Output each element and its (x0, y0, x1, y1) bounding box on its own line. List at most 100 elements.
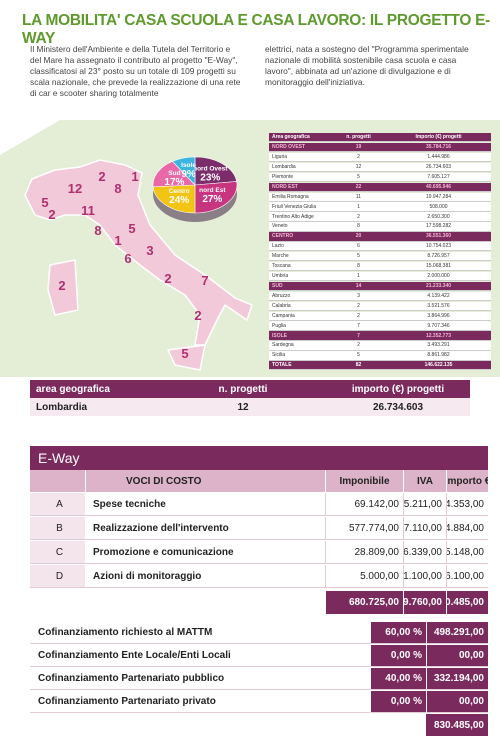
table-cell: 8 (331, 222, 383, 232)
table-cell: Sicilia (269, 351, 331, 361)
table-cell: Trentino Alto Adige (269, 212, 331, 222)
table-cell: 8 (331, 261, 383, 272)
table-cell: 10.754.023 (383, 242, 491, 252)
table-cell: Puglia (269, 321, 331, 331)
table-cell: 704.884,00 (446, 517, 488, 540)
table-cell: 332.194,00 (426, 668, 488, 690)
table-header-cell: 14 (331, 281, 383, 292)
map-label: 8 (114, 181, 121, 196)
table-cell: 2 (331, 212, 383, 222)
table-cell: 3.521.576 (383, 301, 491, 311)
table-cell: Cofinanziamento richiesto al MATTM (30, 622, 370, 644)
table-header-cell: 12.352.773 (383, 331, 491, 341)
table-cell: 8.861.982 (383, 351, 491, 361)
table-cell: 577.774,00 (325, 517, 403, 540)
map-label: 12 (68, 181, 82, 196)
table-cell: Calabria (269, 301, 331, 311)
table-cell: 3.864.996 (383, 311, 491, 321)
pie-label: Sud (168, 170, 180, 177)
table-cell: Umbria (269, 271, 331, 282)
highlight-table: area geografica Lombardia n. progetti 12 imp… (30, 380, 470, 418)
table-cell: 17.598.282 (383, 222, 491, 232)
table-cell: Marche (269, 252, 331, 262)
cost-table: E-Way VOCI DI COSTO Imponibile IVA Importo €… (30, 446, 488, 616)
map-label: 3 (146, 243, 153, 258)
pie-value-label: 9% (181, 169, 196, 180)
funding-table: Cofinanziamento richiesto al MATTM 60,00 … (30, 622, 488, 742)
map-label: 1 (114, 233, 121, 248)
title: LA MOBILITA' CASA SCUOLA E CASA LAVORO: … (22, 12, 490, 47)
table-cell: 3 (331, 291, 383, 302)
pie-value-label: 24% (169, 195, 189, 206)
table-cell: 5 (331, 172, 383, 183)
table-cell: 2 (331, 301, 383, 311)
table-total-cell: 149.760,00 (403, 591, 446, 614)
table-cell: A (30, 493, 85, 516)
pie-slice (152, 184, 196, 214)
table-cell: Cofinanziamento Ente Locale/Enti Locali (30, 645, 370, 667)
pie-label: Isole (181, 162, 196, 169)
table-cell: C (30, 541, 85, 564)
table-cell: 11 (331, 192, 383, 202)
table-title: E-Way (30, 446, 488, 470)
table-cell: 19.947.284 (383, 192, 491, 202)
table-header-cell: NORD OVEST (269, 142, 331, 153)
table-header-cell: Importo (€) progetti (383, 133, 491, 143)
map-label: 6 (124, 251, 131, 266)
table-cell: Lazio (269, 242, 331, 252)
table-header-cell: 146.622.135 (383, 361, 491, 371)
table-cell: 6 (331, 242, 383, 252)
table-cell: 2.000.000 (383, 271, 491, 282)
table-header-cell: IVA (403, 470, 446, 492)
map-sardinia (47, 259, 79, 316)
table-header-cell: 19 (331, 142, 383, 153)
table-cell: Friuli Venezia Giulia (269, 202, 331, 212)
map-label: 2 (58, 278, 65, 293)
table-cell: 6.100,00 (446, 565, 488, 588)
map-label: 5 (41, 195, 48, 210)
table-cell: 0,00 % (370, 691, 426, 713)
table-cell: 1.444.986 (383, 152, 491, 163)
map-label: 5 (128, 221, 135, 236)
table-cell: 2.650.300 (383, 212, 491, 222)
table-cell: Toscana (269, 261, 331, 272)
map-label: 2 (164, 271, 171, 286)
map-label: 2 (48, 207, 55, 222)
table-header-cell: 20 (331, 232, 383, 242)
table-header-cell: 82 (331, 361, 383, 371)
table-cell: Emilia Romagna (269, 192, 331, 202)
table-cell: 6.339,00 (403, 541, 446, 564)
table-header-cell: 35.784.716 (383, 142, 491, 153)
table-header-cell: 36.551.360 (383, 232, 491, 242)
table-cell: Promozione e comunicazione (85, 541, 325, 564)
table-cell: 5 (331, 252, 383, 262)
table-cell: 9.707.346 (383, 321, 491, 331)
table-header-cell: 7 (331, 331, 383, 341)
table-cell: 3.493.291 (383, 341, 491, 351)
table-header-cell: TOTALE (269, 361, 331, 371)
map-sicily (166, 344, 206, 371)
pie-label: nord Ovest (193, 165, 228, 172)
table-cell: 0,00 % (370, 645, 426, 667)
map-label: 2 (98, 169, 105, 184)
pie-slice (194, 181, 238, 214)
table-cell: Azioni di monitoraggio (85, 565, 325, 588)
table-cell: 8.726.957 (383, 252, 491, 262)
table-cell: 84.353,00 (446, 493, 488, 516)
pie-slice (171, 156, 196, 186)
table-header-cell: Imponibile (325, 470, 403, 492)
pie-value-label: 17% (164, 177, 184, 188)
table-total-cell: 680.725,00 (325, 591, 403, 614)
table-cell: Sardegna (269, 341, 331, 351)
table-cell: 4.139.422 (383, 291, 491, 302)
table-total-cell: 830.485,00 (426, 714, 488, 736)
table-cell: 35.148,00 (446, 541, 488, 564)
table-header-cell: CENTRO (269, 232, 331, 242)
table-cell: 00,00 (426, 645, 488, 667)
map-label: 1 (131, 169, 138, 184)
table-cell: 508.000 (383, 202, 491, 212)
table-cell: 2 (331, 341, 383, 351)
pie-label: nord Est (199, 187, 226, 194)
table-cell: Realizzazione dell'intervento (85, 517, 325, 540)
